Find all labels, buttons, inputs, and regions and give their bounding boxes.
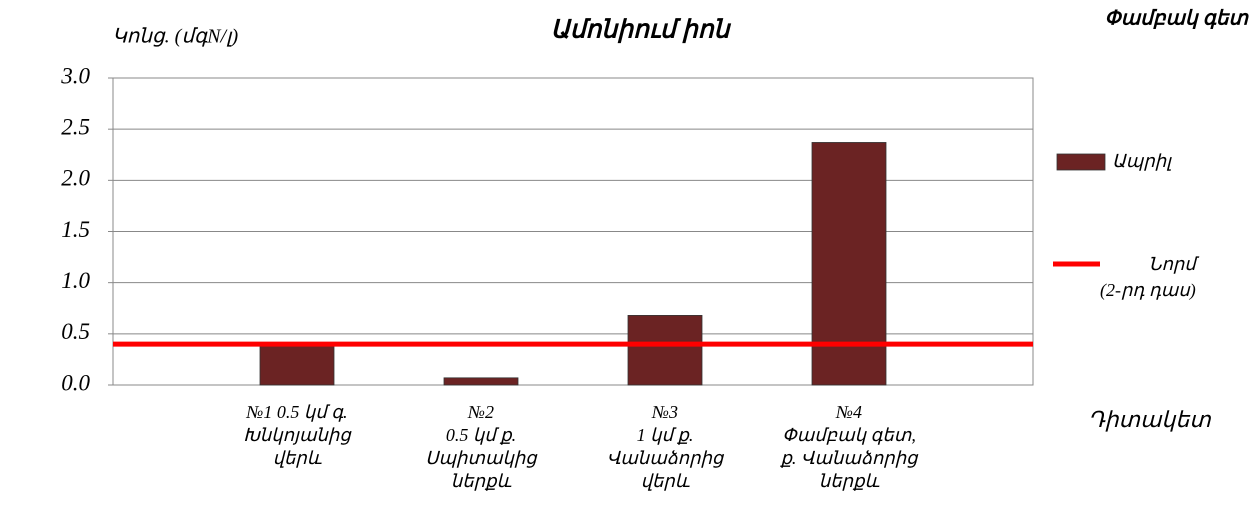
y-axis-label: Կոնց. (մգN/լ)	[112, 26, 238, 48]
x-axis-label: Դիտակետ	[1088, 407, 1211, 432]
chart-title: Ամոնիում իոն	[551, 17, 732, 44]
x-tick-label: №4 Փամբակ գետ, ք. Վանաձորից ներքև	[780, 402, 918, 491]
y-tick-label: 0.0	[61, 370, 90, 395]
legend-label: Նորմ (2-րդ դաս)	[1100, 254, 1196, 300]
bar	[443, 377, 519, 386]
y-tick-label: 2.0	[61, 166, 90, 191]
y-tick-label: 1.0	[61, 268, 90, 293]
chart-subtitle: Փամբակ գետ	[1104, 8, 1249, 30]
legend-swatch	[1056, 153, 1106, 171]
y-tick-label: 3.0	[60, 63, 90, 88]
legend-label: Ապրիլ	[1112, 151, 1172, 171]
y-tick-label: 1.5	[61, 217, 90, 242]
bar	[259, 345, 335, 386]
x-tick-label: №3 1 կմ ք. Վանաձորից վերև	[606, 402, 724, 491]
x-tick-label: №2 0.5 կմ ք. Սպիտակից ներքև	[425, 402, 537, 491]
bar	[811, 142, 887, 386]
y-tick-label: 0.5	[61, 319, 90, 344]
y-tick-label: 2.5	[61, 114, 90, 139]
x-tick-label: №1 0.5 կմ գ. Խնկոյանից վերև	[243, 402, 351, 468]
bar	[627, 315, 703, 386]
